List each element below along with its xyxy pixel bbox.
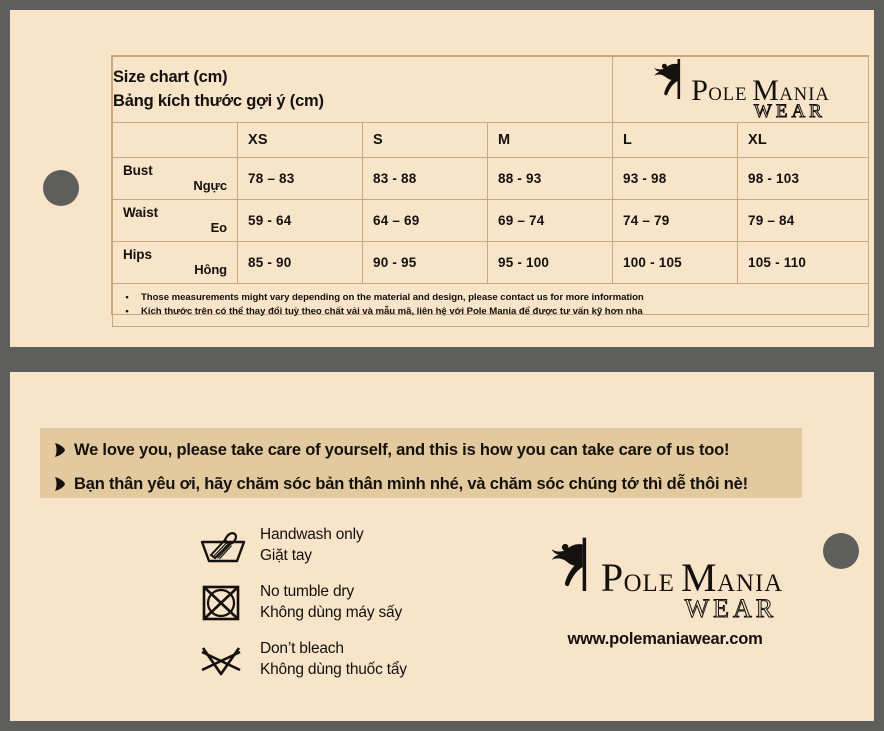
care-label-handwash-en: Handwash only: [260, 526, 364, 543]
no-tumble-dry-icon: [198, 579, 260, 627]
cell-waist-xs: 59 - 64: [237, 199, 363, 242]
size-chart-title-cell: Size chart (cm) Bảng kích thước gợi ý (c…: [111, 56, 614, 123]
cell-bust-m: 88 - 93: [486, 157, 614, 200]
row-label-waist-vi: Eo: [210, 219, 228, 235]
table-row-hips: Hips Hông 85 - 90 90 - 95 95 - 100 100 -…: [112, 241, 870, 284]
care-message-banner: We love you, please take care of yoursel…: [40, 428, 802, 498]
cell-bust-xs: 78 – 83: [237, 157, 363, 200]
cell-hips-s: 90 - 95: [362, 241, 488, 284]
brand-logo-top: P OLE M ANIA WEAR: [651, 57, 830, 122]
cell-waist-m: 69 – 74: [486, 199, 614, 242]
pole-dancer-icon: [651, 57, 691, 104]
size-header-m: M: [486, 122, 614, 158]
arrow-bullet-icon: [54, 476, 66, 492]
row-label-bust-en: Bust: [123, 163, 153, 179]
care-label-no-tumble-dry-vi: Không dùng máy sấy: [260, 603, 403, 621]
banner-text-en: We love you, please take care of yoursel…: [74, 440, 730, 459]
table-title-row: Size chart (cm) Bảng kích thước gợi ý (c…: [111, 56, 870, 123]
note-line-en: • Those measurements might vary dependin…: [113, 291, 868, 305]
row-label-hips-en: Hips: [123, 247, 152, 263]
cell-hips-m: 95 - 100: [486, 241, 614, 284]
size-header-xl: XL: [737, 122, 870, 158]
cell-waist-l: 74 – 79: [612, 199, 739, 242]
hole-punch-right: [823, 533, 859, 569]
cell-hips-xs: 85 - 90: [237, 241, 363, 284]
brand-logo-row: P OLE M ANIA: [651, 57, 830, 107]
brand-wordmark: P OLE M ANIA: [691, 74, 830, 107]
care-label-no-bleach-en: Don’t bleach: [260, 640, 344, 657]
care-item-no-tumble-dry: No tumble dry Không dùng máy sấy: [198, 579, 458, 627]
handwash-icon: [198, 522, 260, 570]
brand-subword: WEAR: [684, 594, 778, 623]
cell-waist-s: 64 – 69: [362, 199, 488, 242]
size-chart-table: Size chart (cm) Bảng kích thước gợi ý (c…: [111, 56, 870, 327]
note-text-en: Those measurements might vary depending …: [141, 291, 644, 303]
care-text-no-bleach: Don’t bleach Không dùng thuốc tẩy: [260, 636, 407, 680]
care-label-no-tumble-dry-en: No tumble dry: [260, 583, 354, 600]
note-bullet-icon: •: [125, 306, 129, 317]
note-text-vi: Kích thước trên có thể thay đổi tuỳ theo…: [141, 306, 643, 317]
cell-bust-xl: 98 - 103: [737, 157, 870, 200]
care-item-handwash: Handwash only Giặt tay: [198, 522, 458, 570]
care-text-no-tumble-dry: No tumble dry Không dùng máy sấy: [260, 579, 402, 623]
cell-hips-xl: 105 - 110: [737, 241, 870, 284]
brand-logo-cell: P OLE M ANIA WEAR: [612, 56, 870, 123]
row-label-waist-en: Waist: [123, 205, 159, 221]
banner-line-en: We love you, please take care of yoursel…: [54, 437, 802, 463]
no-bleach-icon: [198, 636, 260, 684]
care-instruction-list: Handwash only Giặt tay No tumble dry Khô…: [198, 522, 458, 693]
brand-logo-row: P OLE M ANIA: [547, 535, 784, 600]
website-url[interactable]: www.polemaniawear.com: [567, 630, 763, 648]
care-label-no-bleach-vi: Không dùng thuốc tẩy: [260, 660, 407, 678]
cell-bust-s: 83 - 88: [362, 157, 488, 200]
row-label-hips-vi: Hông: [194, 261, 227, 277]
note-line-vi: • Kích thước trên có thể thay đổi tuỳ th…: [113, 305, 868, 319]
row-label-bust-vi: Ngực: [193, 177, 227, 193]
table-row-waist: Waist Eo 59 - 64 64 – 69 69 – 74 74 – 79…: [112, 199, 870, 242]
row-label-waist: Waist Eo: [112, 199, 238, 242]
arrow-bullet-icon: [54, 442, 66, 458]
care-item-no-bleach: Don’t bleach Không dùng thuốc tẩy: [198, 636, 458, 684]
brand-block-bottom: P OLE M ANIA WEAR www.polemaniawear.com: [520, 535, 810, 649]
size-header-l: L: [612, 122, 739, 158]
cell-bust-l: 93 - 98: [612, 157, 739, 200]
pole-dancer-icon: [547, 535, 601, 596]
brand-subword: WEAR: [753, 101, 826, 122]
size-chart-table-container: Size chart (cm) Bảng kích thước gợi ý (c…: [111, 55, 870, 327]
size-header-corner: [112, 122, 238, 158]
size-header-s: S: [362, 122, 488, 158]
care-label-handwash-vi: Giặt tay: [260, 546, 312, 564]
size-chart-card: Size chart (cm) Bảng kích thước gợi ý (c…: [10, 10, 874, 347]
table-notes-row: • Those measurements might vary dependin…: [111, 283, 870, 327]
table-row-bust: Bust Ngực 78 – 83 83 - 88 88 - 93 93 - 9…: [112, 157, 870, 200]
row-label-bust: Bust Ngực: [112, 157, 238, 200]
cell-waist-xl: 79 – 84: [737, 199, 870, 242]
size-header-xs: XS: [237, 122, 363, 158]
care-text-handwash: Handwash only Giặt tay: [260, 522, 364, 566]
size-header-row: XS S M L XL: [112, 122, 870, 158]
brand-logo-bottom: P OLE M ANIA WEAR: [547, 535, 783, 622]
brand-wordmark: P OLE M ANIA: [600, 555, 784, 600]
row-label-hips: Hips Hông: [112, 241, 238, 284]
size-chart-title-vi: Bảng kích thước gợi ý (cm): [113, 91, 324, 110]
size-chart-title-en: Size chart (cm): [113, 68, 228, 87]
banner-line-vi: Bạn thân yêu ơi, hãy chăm sóc bản thân m…: [54, 471, 802, 497]
hole-punch-left: [43, 170, 79, 206]
note-bullet-icon: •: [125, 291, 129, 303]
cell-hips-l: 100 - 105: [612, 241, 739, 284]
banner-text-vi: Bạn thân yêu ơi, hãy chăm sóc bản thân m…: [74, 474, 748, 493]
size-chart-notes: • Those measurements might vary dependin…: [111, 283, 870, 327]
